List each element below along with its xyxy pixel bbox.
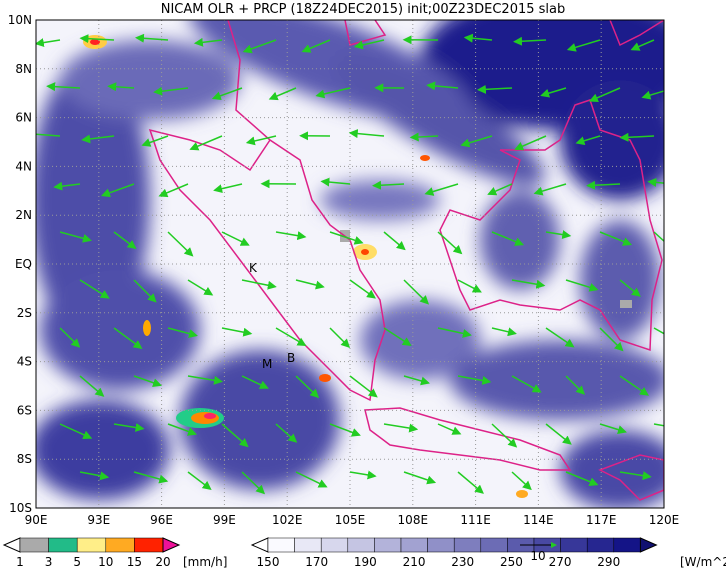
lat-label: 8S [17,452,32,466]
lon-label: 90E [25,513,48,527]
legend-label: 270 [549,555,572,569]
legend-label: 3 [45,555,53,569]
legend-swatch [454,538,481,552]
legend-swatch [20,538,49,552]
lon-label: 93E [87,513,110,527]
legend-label: 20 [155,555,170,569]
legends: 1 3 5 10 15 20 [mm/h] 150 170 190 210 230 250 270 290 [… [4,538,726,569]
wind-arrow [674,472,700,483]
legend-triangle [640,538,656,552]
legend-label: 5 [73,555,81,569]
legend-swatch [428,538,455,552]
legend-swatch [134,538,163,552]
legend-label: 190 [354,555,377,569]
legend-swatch [106,538,135,552]
title: NICAM OLR + PRCP (18Z24DEC2015) init;00Z… [161,2,566,17]
legend-swatch [481,538,508,552]
lon-label: 111E [460,513,491,527]
lon-label: 96E [150,513,173,527]
legend-label: 250 [500,555,523,569]
lat-label: 4N [15,159,32,173]
lon-label: 99E [213,513,236,527]
legend-triangle [252,538,268,552]
legend-label: 230 [451,555,474,569]
legend-swatch [401,538,428,552]
lat-label: 6N [15,111,32,125]
legend-triangle [4,538,20,552]
legend-label: 15 [127,555,142,569]
lat-label: 8N [15,62,32,76]
legend-label: 210 [403,555,426,569]
lon-label: 105E [335,513,366,527]
reference-label: 10 [530,549,545,563]
legend-swatch [268,538,295,552]
map-label: K [249,261,258,275]
lat-label: 6S [17,403,32,417]
wind-arrow [674,376,704,383]
lon-label: 120E [649,513,680,527]
map-label: B [287,351,295,365]
legend-swatch [348,538,375,552]
legend-swatch [374,538,401,552]
legend-unit: [mm/h] [183,555,227,569]
legend-swatch [49,538,78,552]
legend-swatch [614,538,641,552]
lon-label: 108E [398,513,429,527]
legend-unit: [W/m^2] [680,555,726,569]
legend-swatch [561,538,588,552]
lon-label: 102E [272,513,303,527]
lon-label: 114E [523,513,554,527]
legend-swatch [77,538,106,552]
lat-label: 2N [15,208,32,222]
legend-triangle [163,538,179,552]
map-label: M [262,357,272,371]
lat-label: 10N [8,13,32,27]
lon-label: 117E [586,513,617,527]
legend-label: 1 [16,555,24,569]
legend-label: 290 [597,555,620,569]
legend-swatch [321,538,348,552]
lat-label: EQ [15,257,32,271]
legend-label: 10 [98,555,113,569]
legend-swatch [587,538,614,552]
lat-label: 2S [17,306,32,320]
legend-label: 150 [257,555,280,569]
legend-label: 170 [305,555,328,569]
wind-arrow [674,280,698,303]
legend-swatch [295,538,322,552]
lat-label: 4S [17,355,32,369]
map-area [27,0,704,510]
